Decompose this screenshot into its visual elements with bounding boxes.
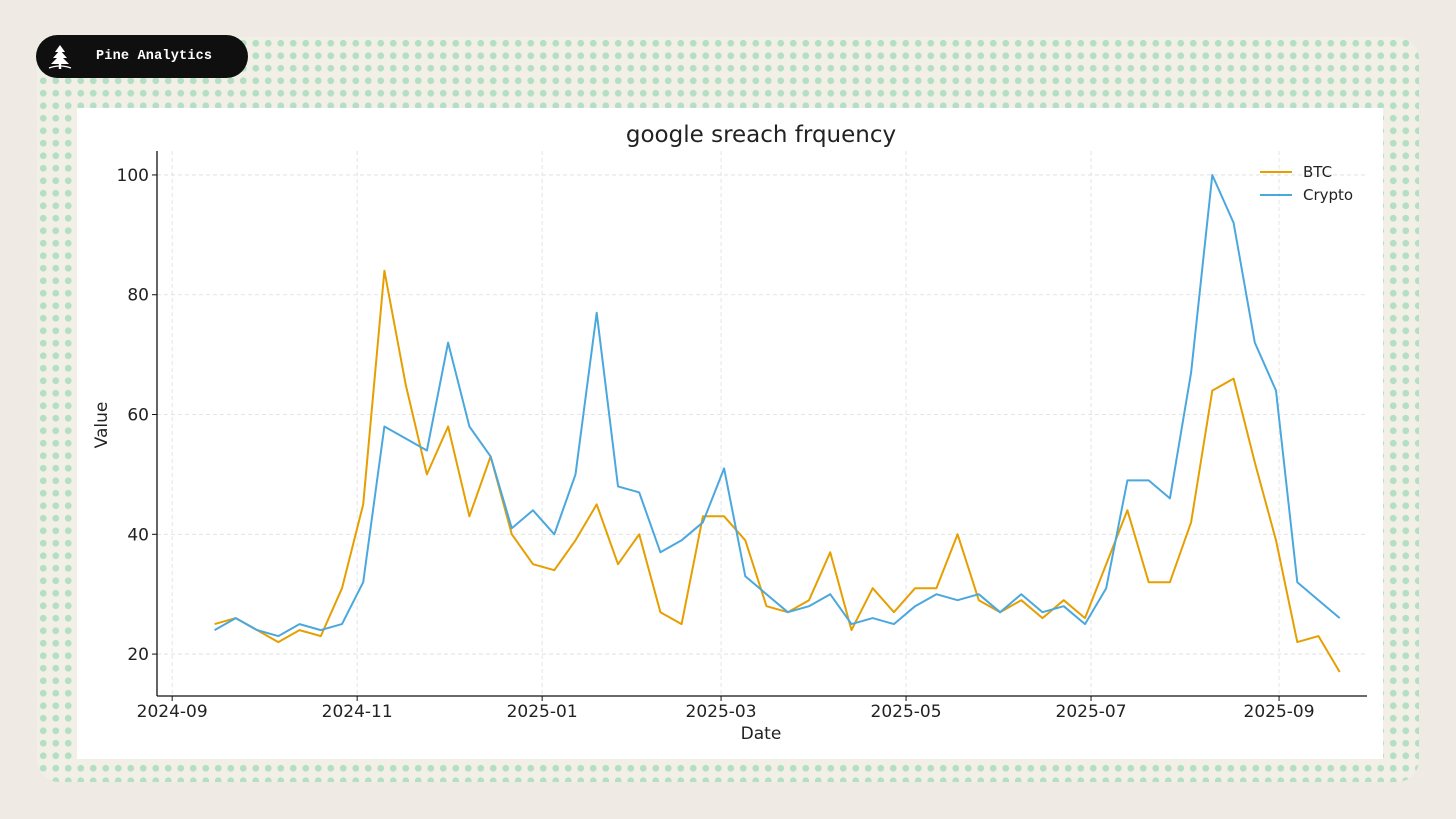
brand-name: Pine Analytics xyxy=(96,49,213,64)
line-chart: 2024-09 2024-11 2025-01 2025-03 2025-05 2025-… xyxy=(92,122,1367,744)
legend: BTC Crypto xyxy=(1260,163,1353,204)
x-tick-label: 2025-05 xyxy=(871,702,942,722)
x-tick-label: 2024-11 xyxy=(322,702,393,722)
legend-label-btc: BTC xyxy=(1303,163,1332,181)
chart-title: google sreach frquency xyxy=(626,122,896,148)
y-tick-label: 100 xyxy=(117,166,149,186)
x-tick-label: 2025-01 xyxy=(507,702,578,722)
x-tick-label: 2025-07 xyxy=(1056,702,1127,722)
series-lines xyxy=(214,174,1341,673)
axes xyxy=(156,151,1367,697)
x-tick-label: 2025-03 xyxy=(686,702,757,722)
x-tick-label: 2025-09 xyxy=(1244,702,1315,722)
y-tick-label: 60 xyxy=(127,406,149,426)
x-tick-label: 2024-09 xyxy=(137,702,208,722)
y-axis-label: Value xyxy=(92,402,112,449)
x-ticks: 2024-09 2024-11 2025-01 2025-03 2025-05 2025-… xyxy=(137,696,1315,722)
series-line-crypto xyxy=(214,174,1341,638)
grid-lines xyxy=(157,151,1367,696)
y-tick-label: 20 xyxy=(127,645,149,665)
y-ticks: 20 40 60 80 100 xyxy=(117,166,157,665)
x-axis-label: Date xyxy=(741,724,782,744)
y-tick-label: 40 xyxy=(127,525,149,545)
y-tick-label: 80 xyxy=(127,286,149,306)
brand-badge: Pine Analytics xyxy=(36,35,248,78)
pine-tree-icon xyxy=(48,44,72,69)
chart-panel: 2024-09 2024-11 2025-01 2025-03 2025-05 2025-… xyxy=(77,108,1383,759)
legend-label-crypto: Crypto xyxy=(1303,186,1353,204)
series-line-btc xyxy=(214,269,1341,673)
